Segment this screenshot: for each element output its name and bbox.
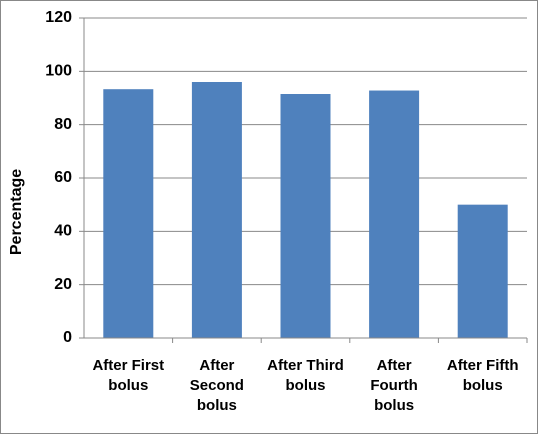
y-tick-label: 20 xyxy=(54,276,72,293)
bar xyxy=(280,94,331,338)
y-tick-label: 40 xyxy=(54,223,72,240)
bar xyxy=(191,82,242,338)
bar xyxy=(103,89,154,338)
x-tick-label: After Fourth bolus xyxy=(370,357,418,414)
y-axis-label: Percentage xyxy=(8,169,25,255)
bar xyxy=(457,204,508,338)
y-tick-label: 80 xyxy=(54,116,72,133)
y-tick-label: 0 xyxy=(63,329,72,346)
x-tick-label: After Third bolus xyxy=(267,357,344,394)
y-tick-label: 60 xyxy=(54,169,72,186)
x-tick-label: After Fifth bolus xyxy=(446,357,519,394)
x-tick-label: After First bolus xyxy=(92,357,165,394)
y-tick-label: 120 xyxy=(45,9,72,26)
bar xyxy=(369,90,420,339)
y-tick-label: 100 xyxy=(45,63,72,80)
x-tick-label: After Second bolus xyxy=(189,357,244,414)
